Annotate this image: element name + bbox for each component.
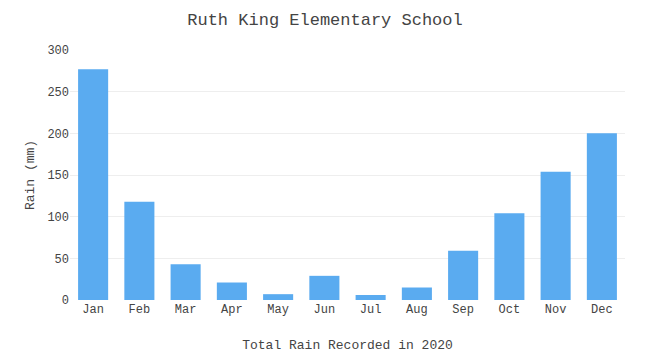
svg-text:Ruth King Elementary School: Ruth King Elementary School [187,11,462,30]
svg-text:Aug: Aug [406,303,428,317]
svg-text:Sep: Sep [452,303,474,317]
svg-text:200: 200 [47,128,69,142]
svg-text:Feb: Feb [129,303,151,317]
svg-text:Oct: Oct [499,303,521,317]
svg-text:150: 150 [47,169,69,183]
svg-text:Nov: Nov [545,303,567,317]
svg-text:Mar: Mar [175,303,197,317]
svg-text:Total Rain Recorded in 2020: Total Rain Recorded in 2020 [242,338,453,353]
svg-text:300: 300 [47,44,69,58]
svg-text:50: 50 [55,253,69,267]
svg-text:Dec: Dec [591,303,613,317]
svg-text:Rain (mm): Rain (mm) [23,140,38,210]
svg-text:Jun: Jun [314,303,336,317]
svg-text:Jan: Jan [82,303,104,317]
svg-text:May: May [267,303,289,317]
svg-text:Apr: Apr [221,303,243,317]
svg-text:250: 250 [47,86,69,100]
svg-text:100: 100 [47,211,69,225]
svg-text:Jul: Jul [360,303,382,317]
svg-text:0: 0 [62,294,69,308]
